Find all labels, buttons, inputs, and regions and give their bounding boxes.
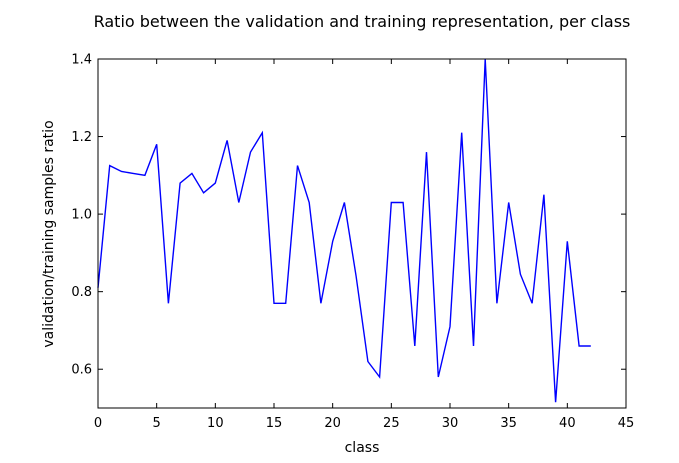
plot-area [97,58,627,409]
y-tick-label: 0.8 [71,285,92,300]
y-tick-label: 0.6 [71,363,92,378]
x-tick-label: 5 [153,416,161,431]
x-tick-label: 0 [94,416,102,431]
x-tick-label: 30 [442,416,459,431]
axis-ticks: 0 5 10 15 20 25 30 35 40 45 0.6 0.8 1.0 1.2 1.4 [71,53,634,432]
plot-frame [97,58,627,409]
y-axis-label: validation/training samples ratio [41,120,57,347]
y-tick-label: 1.2 [71,130,92,145]
x-tick-label: 15 [266,416,283,431]
x-tick-label: 40 [559,416,576,431]
x-tick-label: 10 [207,416,224,431]
y-tick-label: 1.4 [71,53,92,68]
chart-title: Ratio between the validation and trainin… [94,12,631,31]
x-tick-label: 45 [618,416,635,431]
series-line-0 [97,58,591,403]
x-tick-label: 35 [500,416,517,431]
x-tick-label: 25 [383,416,400,431]
x-tick-label: 20 [324,416,341,431]
x-axis-label: class [345,440,380,456]
y-tick-label: 1.0 [71,208,92,223]
